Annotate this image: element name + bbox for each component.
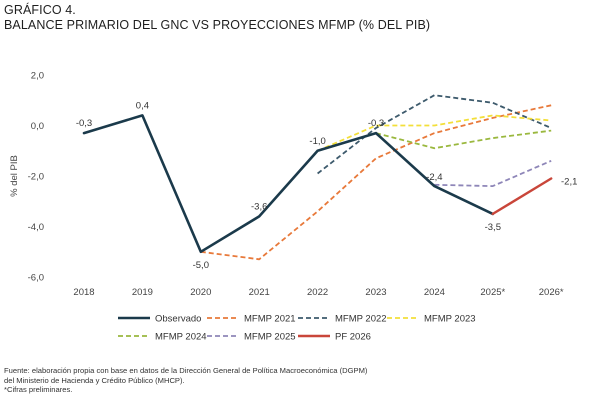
series-line-mfmp-2025 <box>434 159 552 188</box>
chart-header: GRÁFICO 4. BALANCE PRIMARIO DEL GNC VS P… <box>4 3 430 33</box>
legend-label: MFMP 2024 <box>155 332 207 343</box>
x-tick-label: 2018 <box>73 287 94 298</box>
source-line-1: Fuente: elaboración propia con base en d… <box>4 366 368 375</box>
y-tick-label: -2,0 <box>28 172 44 183</box>
footnote: *Cifras preliminares. <box>4 385 73 395</box>
chart-kicker: GRÁFICO 4. <box>4 3 76 17</box>
series-line-mfmp-2023 <box>317 114 552 152</box>
x-tick-label: 2023 <box>365 287 386 298</box>
data-label: -1,0 <box>309 136 325 147</box>
legend-label: MFMP 2023 <box>424 314 476 325</box>
data-label: -2,1 <box>561 177 577 188</box>
x-tick-label: 2020 <box>190 287 211 298</box>
line-chart: 2,0 0,0 -2,0 -4,0 -6,0 % del PIB 2018 2019 2020 2… <box>9 71 577 343</box>
y-tick-label: 2,0 <box>31 71 44 82</box>
series-line-mfmp-2021 <box>200 104 552 261</box>
legend-label: PF 2026 <box>335 332 371 343</box>
y-tick-label: -4,0 <box>28 222 44 233</box>
x-tick-label: 2021 <box>249 287 270 298</box>
y-tick-label: 0,0 <box>31 121 44 132</box>
series-line-pf-2026 <box>491 177 553 216</box>
series-line-mfmp-2024 <box>375 129 552 150</box>
data-label: -3,6 <box>251 201 267 212</box>
legend-label: MFMP 2025 <box>244 332 296 343</box>
data-label: -2,4 <box>426 172 442 183</box>
x-tick-label: 2022 <box>307 287 328 298</box>
legend-label: MFMP 2022 <box>335 314 387 325</box>
chart-footer: Fuente: elaboración propia con base en d… <box>4 366 367 395</box>
legend-label: Observado <box>155 314 201 325</box>
series-line-observado <box>82 114 495 254</box>
x-tick-label: 2024 <box>424 287 445 298</box>
y-axis-label: % del PIB <box>9 155 20 197</box>
x-tick-label: 2026* <box>539 287 564 298</box>
y-tick-label: -6,0 <box>28 273 44 284</box>
data-label: -5,0 <box>193 260 209 271</box>
x-tick-label: 2019 <box>132 287 153 298</box>
legend-label: MFMP 2021 <box>244 314 296 325</box>
chart-title: BALANCE PRIMARIO DEL GNC VS PROYECCIONES… <box>4 18 431 32</box>
x-tick-label: 2025* <box>480 287 505 298</box>
data-label: 0,4 <box>136 100 149 111</box>
series-line-mfmp-2022 <box>317 94 552 175</box>
data-label: -0,3 <box>76 118 92 129</box>
source-line-2: del Ministerio de Hacienda y Crédito Púb… <box>4 375 185 385</box>
data-label: -0,3 <box>368 118 384 129</box>
data-label: -3,5 <box>485 222 501 233</box>
